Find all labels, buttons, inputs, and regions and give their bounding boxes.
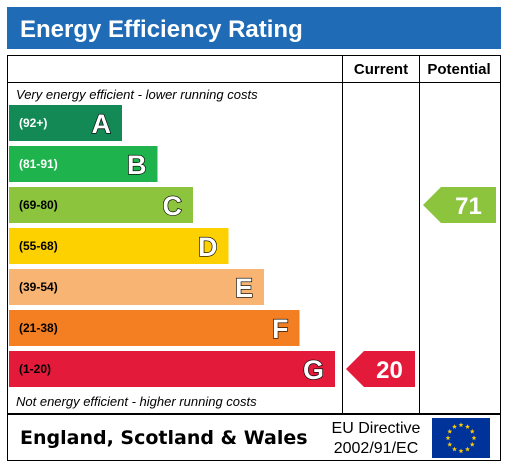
current-column-header: Current <box>354 61 408 78</box>
potential-rating-arrow: 71 <box>423 187 496 223</box>
chart-title: Energy Efficiency Rating <box>20 16 303 43</box>
band-range-label: (69-80) <box>19 198 58 212</box>
current-rating-arrow-shape <box>346 351 415 387</box>
top-note: Very energy efficient - lower running co… <box>16 87 258 102</box>
rating-band-e: (39-54) E <box>9 269 264 305</box>
eu-star-icon <box>465 446 470 452</box>
rating-band-c: (69-80) C <box>9 187 193 223</box>
footer-country: England, Scotland & Wales <box>20 427 308 449</box>
eu-star-icon <box>469 441 475 447</box>
rating-band-b: (81-91) B <box>9 146 158 182</box>
band-letter: G <box>303 355 324 385</box>
eu-star-icon <box>447 441 453 447</box>
eu-star-icon <box>452 424 457 429</box>
band-bar-c <box>9 187 193 223</box>
band-bar-b <box>9 146 158 182</box>
eu-star-icon <box>471 435 477 441</box>
band-bar-a <box>9 105 122 141</box>
footer-frame <box>7 414 501 461</box>
eu-star-icon <box>458 422 464 428</box>
eu-star-icon <box>445 435 451 441</box>
rating-band-g: (1-20) G <box>9 351 335 387</box>
band-range-label: (55-68) <box>19 239 58 253</box>
rating-band-f: (21-38) F <box>9 310 300 346</box>
band-bar-d <box>9 228 229 264</box>
bottom-note: Not energy efficient - higher running co… <box>16 394 257 409</box>
eu-flag-icon <box>432 418 490 458</box>
band-letter: A <box>92 109 112 139</box>
eu-star-icon <box>447 428 453 434</box>
band-letter: F <box>272 314 289 344</box>
band-letter: B <box>127 150 147 180</box>
band-letter: C <box>163 191 183 221</box>
eu-star-icon <box>465 424 470 429</box>
band-range-label: (39-54) <box>19 280 58 294</box>
band-range-label: (1-20) <box>19 362 51 376</box>
footer-directive-line2: 2002/91/EC <box>334 440 419 457</box>
rating-band-d: (55-68) D <box>9 228 229 264</box>
eu-star-icon <box>458 448 464 454</box>
band-bar-g <box>9 351 335 387</box>
eu-star-icon <box>452 446 457 452</box>
footer-directive-line1: EU Directive <box>332 420 421 437</box>
potential-rating-arrow-value: 71 <box>455 193 482 220</box>
current-rating-arrow: 20 <box>346 351 415 387</box>
potential-rating-arrow-shape <box>423 187 496 223</box>
rating-bands: (92+) A (81-91) B (69-80) C (55-68) D (39-54) E (2… <box>9 105 335 387</box>
current-rating-arrow-value: 20 <box>376 357 403 384</box>
rating-band-a: (92+) A <box>9 105 122 141</box>
band-bar-f <box>9 310 300 346</box>
band-range-label: (81-91) <box>19 157 58 171</box>
title-banner <box>7 7 501 49</box>
potential-column-header: Potential <box>427 61 490 78</box>
band-range-label: (21-38) <box>19 321 58 335</box>
rating-table-frame <box>7 55 501 414</box>
band-letter: D <box>198 232 218 262</box>
band-letter: E <box>235 273 253 303</box>
band-range-label: (92+) <box>19 116 47 130</box>
eu-star-icon <box>469 428 475 434</box>
band-bar-e <box>9 269 264 305</box>
